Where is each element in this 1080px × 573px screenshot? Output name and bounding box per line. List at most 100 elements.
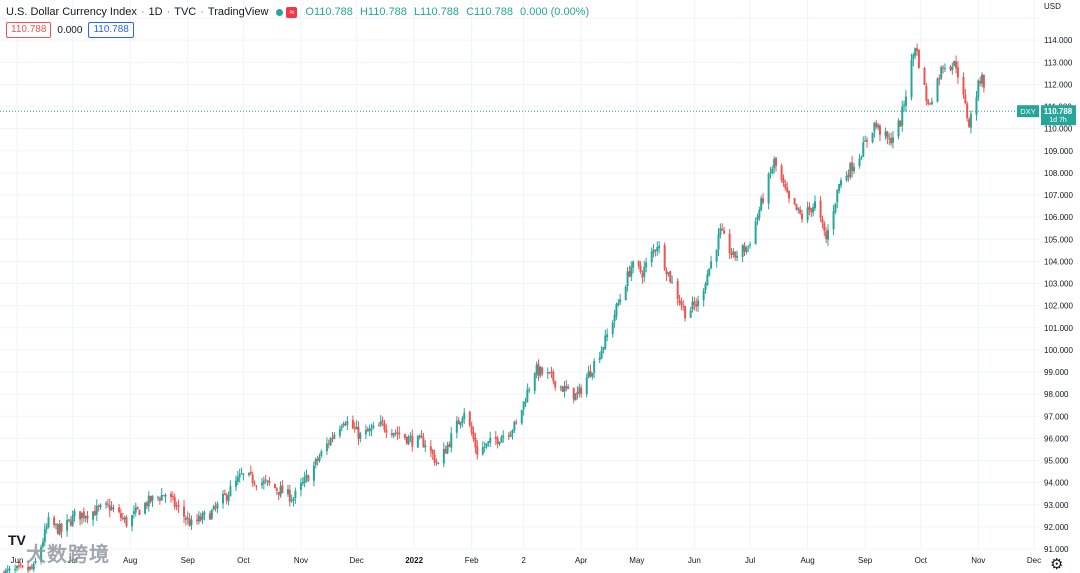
candle-body — [793, 198, 796, 205]
candle-body — [834, 203, 837, 212]
time-tick-label: Sep — [858, 556, 873, 565]
candle-body — [565, 385, 568, 389]
candle-body — [67, 519, 70, 521]
candle-body — [951, 66, 954, 71]
last-price-tag — [1041, 105, 1076, 126]
candle-body — [795, 203, 798, 210]
candle-body — [578, 387, 581, 394]
candle-body — [522, 401, 525, 410]
candle-body — [862, 142, 865, 157]
price-tick-label: 98.000 — [1044, 390, 1069, 399]
candle-body — [455, 420, 458, 433]
candle-body — [134, 507, 137, 513]
candle-body — [17, 565, 20, 567]
candle-body — [84, 516, 87, 519]
candle-body — [199, 516, 202, 521]
candle-body — [483, 447, 486, 449]
candle-body — [383, 422, 386, 430]
candle-body — [188, 518, 191, 527]
candle-body — [147, 495, 150, 507]
candle-body — [697, 300, 700, 307]
candle-body — [476, 446, 479, 455]
candle-body — [910, 60, 913, 98]
candle-body — [927, 100, 930, 104]
time-tick-label: Oct — [915, 556, 928, 565]
candle-body — [513, 421, 516, 431]
candle-body — [444, 449, 447, 454]
candle-body — [279, 486, 282, 496]
candle-body — [632, 261, 635, 268]
separator: · — [140, 6, 145, 18]
price-tick-label: 108.000 — [1044, 169, 1073, 178]
candle-body — [242, 473, 245, 475]
countdown-label: 1d 7h — [1049, 117, 1067, 124]
time-tick-label: Nov — [294, 556, 308, 565]
price-tick-label: 106.000 — [1044, 213, 1073, 222]
low-value: L110.788 — [413, 6, 460, 18]
interval-label[interactable]: 1D — [148, 6, 163, 18]
price-tick-label: 107.000 — [1044, 191, 1073, 200]
candle-body — [940, 66, 943, 79]
grid-lines — [0, 0, 1040, 550]
candle-body — [600, 350, 603, 359]
candle-body — [806, 207, 809, 221]
time-tick-label: 2022 — [405, 556, 423, 565]
candle-body — [392, 433, 395, 436]
sell-button[interactable]: 110.788 — [6, 22, 52, 38]
candle-body — [27, 566, 30, 571]
candle-body — [832, 211, 835, 230]
candle-body — [175, 506, 178, 508]
candle-body — [54, 523, 57, 525]
candle-body — [470, 425, 473, 434]
time-axis[interactable]: Jun Jul Aug Sep Oct Nov Dec 2022 Feb 2 Apr May Jun Ju… — [11, 556, 1042, 565]
candle-body — [21, 566, 24, 568]
candle-body — [110, 507, 113, 510]
candle-body — [448, 444, 451, 447]
candle-body — [403, 433, 406, 438]
candle-body — [66, 519, 69, 531]
candle-body — [613, 315, 616, 322]
candle-body — [745, 247, 748, 252]
candle-body — [942, 67, 945, 69]
candle-body — [123, 517, 126, 520]
candle-body — [196, 519, 199, 521]
candle-body — [288, 489, 291, 502]
candle-body — [171, 496, 174, 498]
candle-body — [773, 158, 776, 169]
candle-body — [825, 231, 828, 240]
candle-body — [823, 223, 826, 231]
candle-body — [201, 513, 204, 520]
candle-body — [808, 206, 811, 210]
candle-body — [494, 437, 497, 440]
candle-body — [865, 139, 868, 142]
candle-body — [294, 490, 297, 499]
candle-body — [333, 434, 336, 439]
sync-icon[interactable]: ≈ — [286, 6, 298, 18]
symbol-title[interactable]: U.S. Dollar Currency Index — [6, 6, 137, 18]
candle-body — [875, 123, 878, 127]
time-tick-label: Dec — [349, 556, 363, 565]
candle-body — [236, 477, 239, 482]
price-tick-label: 95.000 — [1044, 457, 1069, 466]
time-tick-label: Jul — [68, 556, 78, 565]
time-tick-label: Apr — [575, 556, 588, 565]
candle-body — [442, 448, 445, 464]
tradingview-logo[interactable]: TV — [8, 532, 26, 548]
candle-body — [481, 447, 484, 455]
gear-icon[interactable]: ⚙ — [1050, 556, 1064, 573]
buy-button[interactable]: 110.788 — [88, 22, 134, 38]
candle-body — [41, 541, 44, 547]
candle-body — [956, 67, 959, 78]
currency-label: USD — [1044, 2, 1061, 11]
candle-body — [79, 511, 82, 520]
candle-body — [615, 304, 618, 317]
time-tick-label: Jun — [11, 556, 24, 565]
price-axis[interactable]: USD114.000113.000112.000111.000110.00010… — [1040, 0, 1080, 573]
candle-body — [118, 507, 121, 513]
candle-body — [461, 418, 464, 423]
candle-body — [515, 422, 518, 424]
candle-body — [656, 247, 659, 252]
candle-body — [710, 261, 713, 268]
candle-body — [981, 74, 984, 84]
